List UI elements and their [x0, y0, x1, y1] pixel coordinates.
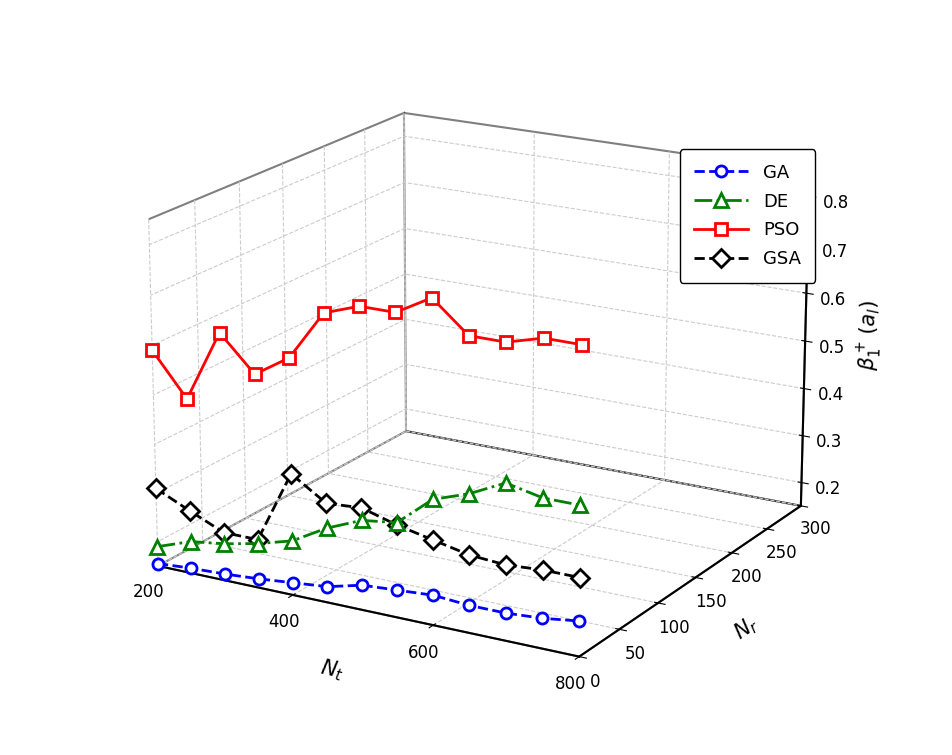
X-axis label: $N_t$: $N_t$ [318, 656, 346, 684]
Y-axis label: $N_r$: $N_r$ [729, 612, 763, 645]
Legend: GA, DE, PSO, GSA: GA, DE, PSO, GSA [680, 149, 815, 283]
